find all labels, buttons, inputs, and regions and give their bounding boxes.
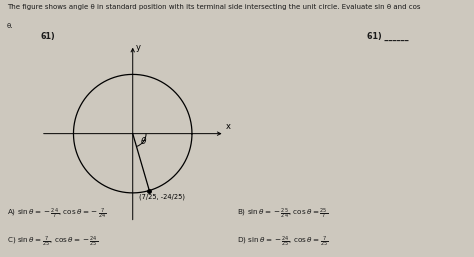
Text: x: x	[226, 122, 231, 131]
Text: 61) ______: 61) ______	[367, 32, 409, 41]
Text: C) $\sin\theta = \frac{7}{25}$, $\cos\theta = -\frac{24}{25}$: C) $\sin\theta = \frac{7}{25}$, $\cos\th…	[7, 235, 98, 249]
Text: $\theta$: $\theta$	[140, 135, 147, 146]
Text: The figure shows angle θ in standard position with its terminal side intersectin: The figure shows angle θ in standard pos…	[7, 4, 420, 10]
Text: (7/25, -24/25): (7/25, -24/25)	[139, 194, 185, 200]
Text: y: y	[136, 43, 141, 52]
Text: 61): 61)	[40, 32, 55, 41]
Text: B) $\sin\theta = -\frac{25}{24}$, $\cos\theta = \frac{25}{7}$: B) $\sin\theta = -\frac{25}{24}$, $\cos\…	[237, 207, 328, 221]
Text: θ.: θ.	[7, 23, 14, 29]
Text: D) $\sin\theta = -\frac{24}{25}$, $\cos\theta = \frac{7}{25}$: D) $\sin\theta = -\frac{24}{25}$, $\cos\…	[237, 235, 328, 249]
Text: A) $\sin\theta = -\frac{24}{7}$, $\cos\theta = -\frac{7}{24}$: A) $\sin\theta = -\frac{24}{7}$, $\cos\t…	[7, 207, 107, 221]
